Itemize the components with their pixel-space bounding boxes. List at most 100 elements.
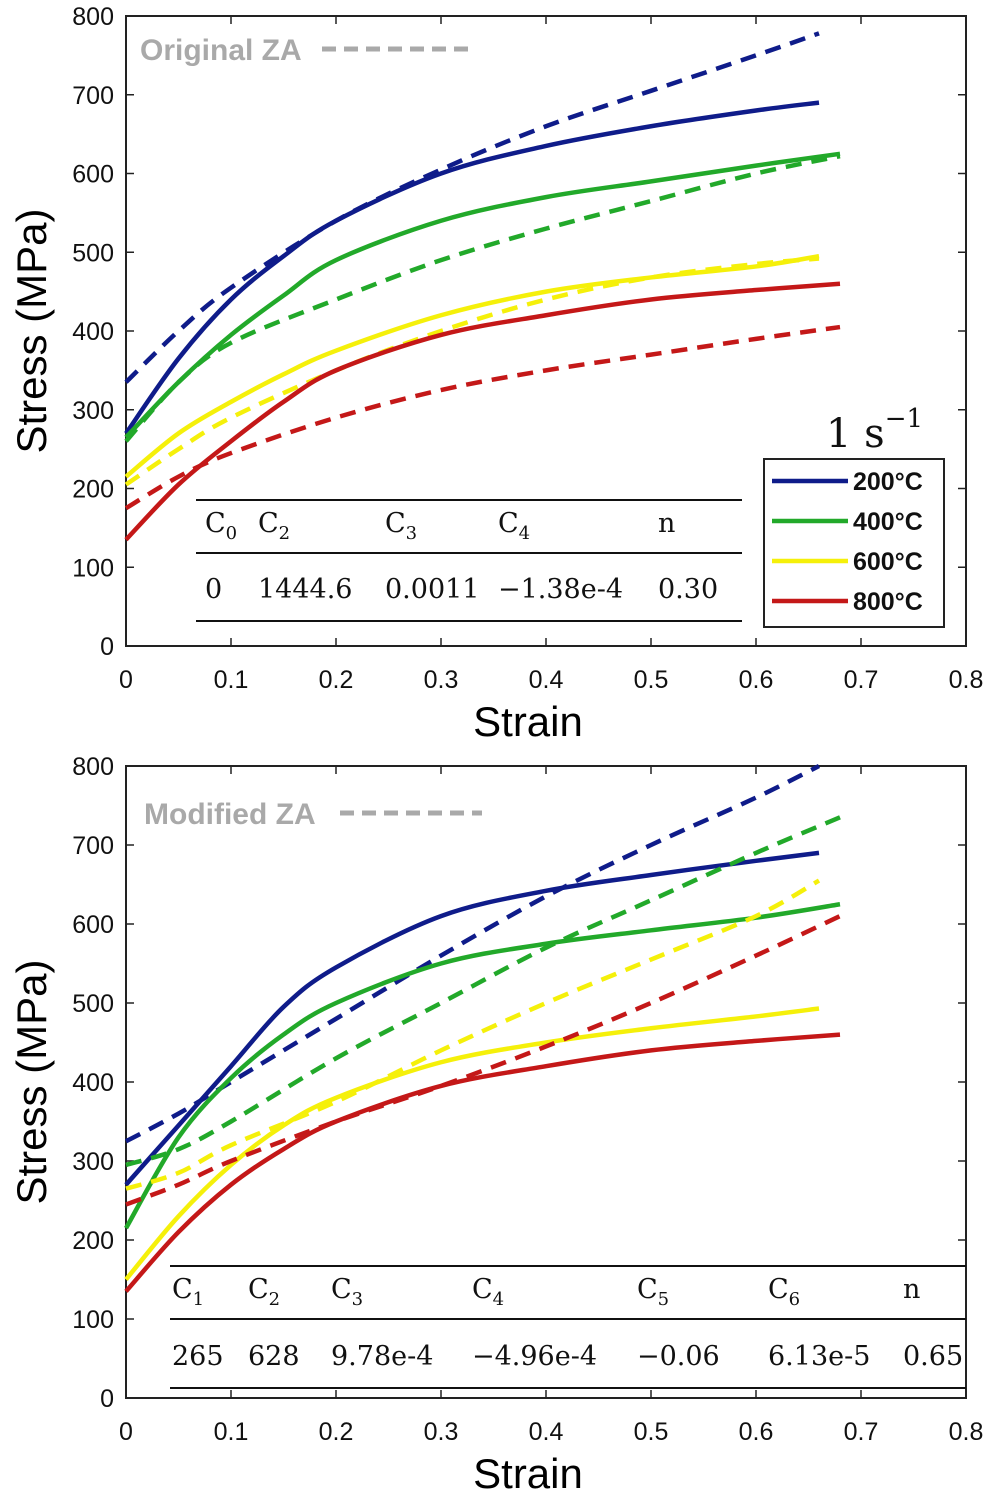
- x-tick-label: 0.5: [634, 1418, 669, 1446]
- header-base: C: [637, 1274, 658, 1305]
- y-tick-label: 800: [72, 753, 114, 781]
- y-tick-label: 100: [72, 1306, 114, 1334]
- table-value-1: 0: [205, 574, 222, 605]
- x-tick-label: 0: [119, 666, 133, 694]
- model-annotation: Original ZA: [140, 34, 302, 67]
- x-axis-label: Strain: [473, 1450, 583, 1495]
- table-header-n: n: [658, 508, 675, 539]
- header-subscript: 5: [658, 1289, 669, 1310]
- table-header-c6: C6: [768, 1274, 800, 1310]
- table-value-3: 9.78e-4: [331, 1341, 433, 1372]
- table-value-4: −1.38e-4: [498, 574, 623, 605]
- plot-area: [125, 765, 967, 1399]
- y-tick-label: 0: [100, 1385, 114, 1413]
- y-tick-label: 400: [72, 1069, 114, 1097]
- header-base: C: [331, 1274, 352, 1305]
- series-200-c-solid: [124, 850, 820, 1187]
- parameter-table: C0 C2 C3 C4 n0 1444.6 0.0011 −1.38e-4 0.30: [196, 499, 742, 622]
- series-200-c-dashed: [124, 31, 820, 384]
- series-800-c-dashed: [125, 914, 841, 1207]
- header-base: C: [472, 1274, 493, 1305]
- y-tick-label: 400: [72, 318, 114, 346]
- table-value-3: 0.0011: [385, 574, 479, 605]
- x-tick-label: 0.2: [319, 666, 354, 694]
- x-tick-label: 0.3: [424, 666, 459, 694]
- series-600-c-solid: [124, 253, 820, 479]
- y-tick-label: 500: [72, 239, 114, 267]
- header-subscript: 4: [519, 523, 530, 544]
- legend-label-800-c: 800°C: [853, 588, 923, 616]
- legend: 1 s−1 200°C 400°C 600°C 800°C: [763, 404, 945, 628]
- x-tick-label: 0.6: [739, 666, 774, 694]
- legend-label-200-c: 200°C: [853, 468, 923, 496]
- header-subscript: 3: [352, 1289, 363, 1310]
- header-subscript: 0: [226, 523, 237, 544]
- table-value-5: −0.06: [637, 1341, 720, 1372]
- original-za-chart: 0 0.1 0.2 0.3 0.4 0.5 0.6 0.7 0.8010020030040050…: [8, 3, 983, 745]
- table-value-5: 0.30: [658, 574, 718, 605]
- x-tick-label: 0.1: [214, 1418, 249, 1446]
- series-200-c-dashed: [124, 763, 821, 1144]
- strain-rate-label: 1 s−1: [826, 404, 923, 457]
- header-base: n: [658, 508, 675, 539]
- y-tick-label: 700: [72, 82, 114, 110]
- table-header-c2: C2: [258, 508, 290, 544]
- table-header-c2: C2: [248, 1274, 280, 1310]
- header-base: C: [498, 508, 519, 539]
- header-subscript: 2: [269, 1289, 280, 1310]
- y-axis-label: Stress (MPa): [8, 959, 55, 1204]
- x-tick-label: 0.2: [319, 1418, 354, 1446]
- x-tick-label: 0.8: [949, 1418, 984, 1446]
- header-subscript: 1: [193, 1289, 204, 1310]
- strain-rate-base: 1 s: [826, 411, 885, 457]
- header-base: C: [385, 508, 406, 539]
- y-tick-label: 300: [72, 1148, 114, 1176]
- y-tick-label: 600: [72, 911, 114, 939]
- table-header-c5: C5: [637, 1274, 669, 1310]
- header-base: C: [768, 1274, 789, 1305]
- legend-label-400-c: 400°C: [853, 508, 923, 536]
- series-400-c-solid: [124, 902, 841, 1230]
- series-group: [124, 31, 841, 542]
- header-base: C: [205, 508, 226, 539]
- header-subscript: 3: [406, 523, 417, 544]
- table-value-4: −4.96e-4: [472, 1341, 597, 1372]
- table-value-1: 265: [172, 1341, 224, 1372]
- modified-za-chart: 0 0.1 0.2 0.3 0.4 0.5 0.6 0.7 0.8010020030040050…: [8, 753, 983, 1495]
- model-annotation: Modified ZA: [144, 798, 316, 831]
- table-header-c4: C4: [498, 508, 530, 544]
- x-tick-label: 0.7: [844, 1418, 879, 1446]
- series-group: [124, 763, 841, 1293]
- series-600-c-dashed: [124, 256, 820, 487]
- legend-label-600-c: 600°C: [853, 548, 923, 576]
- y-tick-label: 0: [100, 633, 114, 661]
- x-tick-label: 0.6: [739, 1418, 774, 1446]
- header-subscript: 2: [279, 523, 290, 544]
- x-axis-label: Strain: [473, 698, 583, 745]
- table-header-c3: C3: [331, 1274, 363, 1310]
- table-header-c3: C3: [385, 508, 417, 544]
- y-axis-label: Stress (MPa): [8, 208, 55, 453]
- table-value-7: 0.65: [903, 1341, 963, 1372]
- y-tick-label: 500: [72, 990, 114, 1018]
- x-tick-label: 0: [119, 1418, 133, 1446]
- x-tick-label: 0.8: [949, 666, 984, 694]
- x-tick-label: 0.4: [529, 1418, 564, 1446]
- series-600-c-dashed: [125, 878, 821, 1191]
- x-tick-label: 0.5: [634, 666, 669, 694]
- header-base: C: [248, 1274, 269, 1305]
- table-value-6: 6.13e-5: [768, 1341, 870, 1372]
- header-subscript: 6: [789, 1289, 800, 1310]
- series-800-c-solid: [124, 281, 841, 542]
- y-tick-label: 200: [72, 476, 114, 504]
- series-400-c-solid: [124, 151, 841, 439]
- y-tick-label: 200: [72, 1227, 114, 1255]
- series-800-c-dashed: [124, 324, 841, 511]
- x-tick-label: 0.3: [424, 1418, 459, 1446]
- y-tick-label: 100: [72, 554, 114, 582]
- series-400-c-dashed: [125, 815, 841, 1168]
- x-tick-label: 0.4: [529, 666, 564, 694]
- y-tick-label: 700: [72, 832, 114, 860]
